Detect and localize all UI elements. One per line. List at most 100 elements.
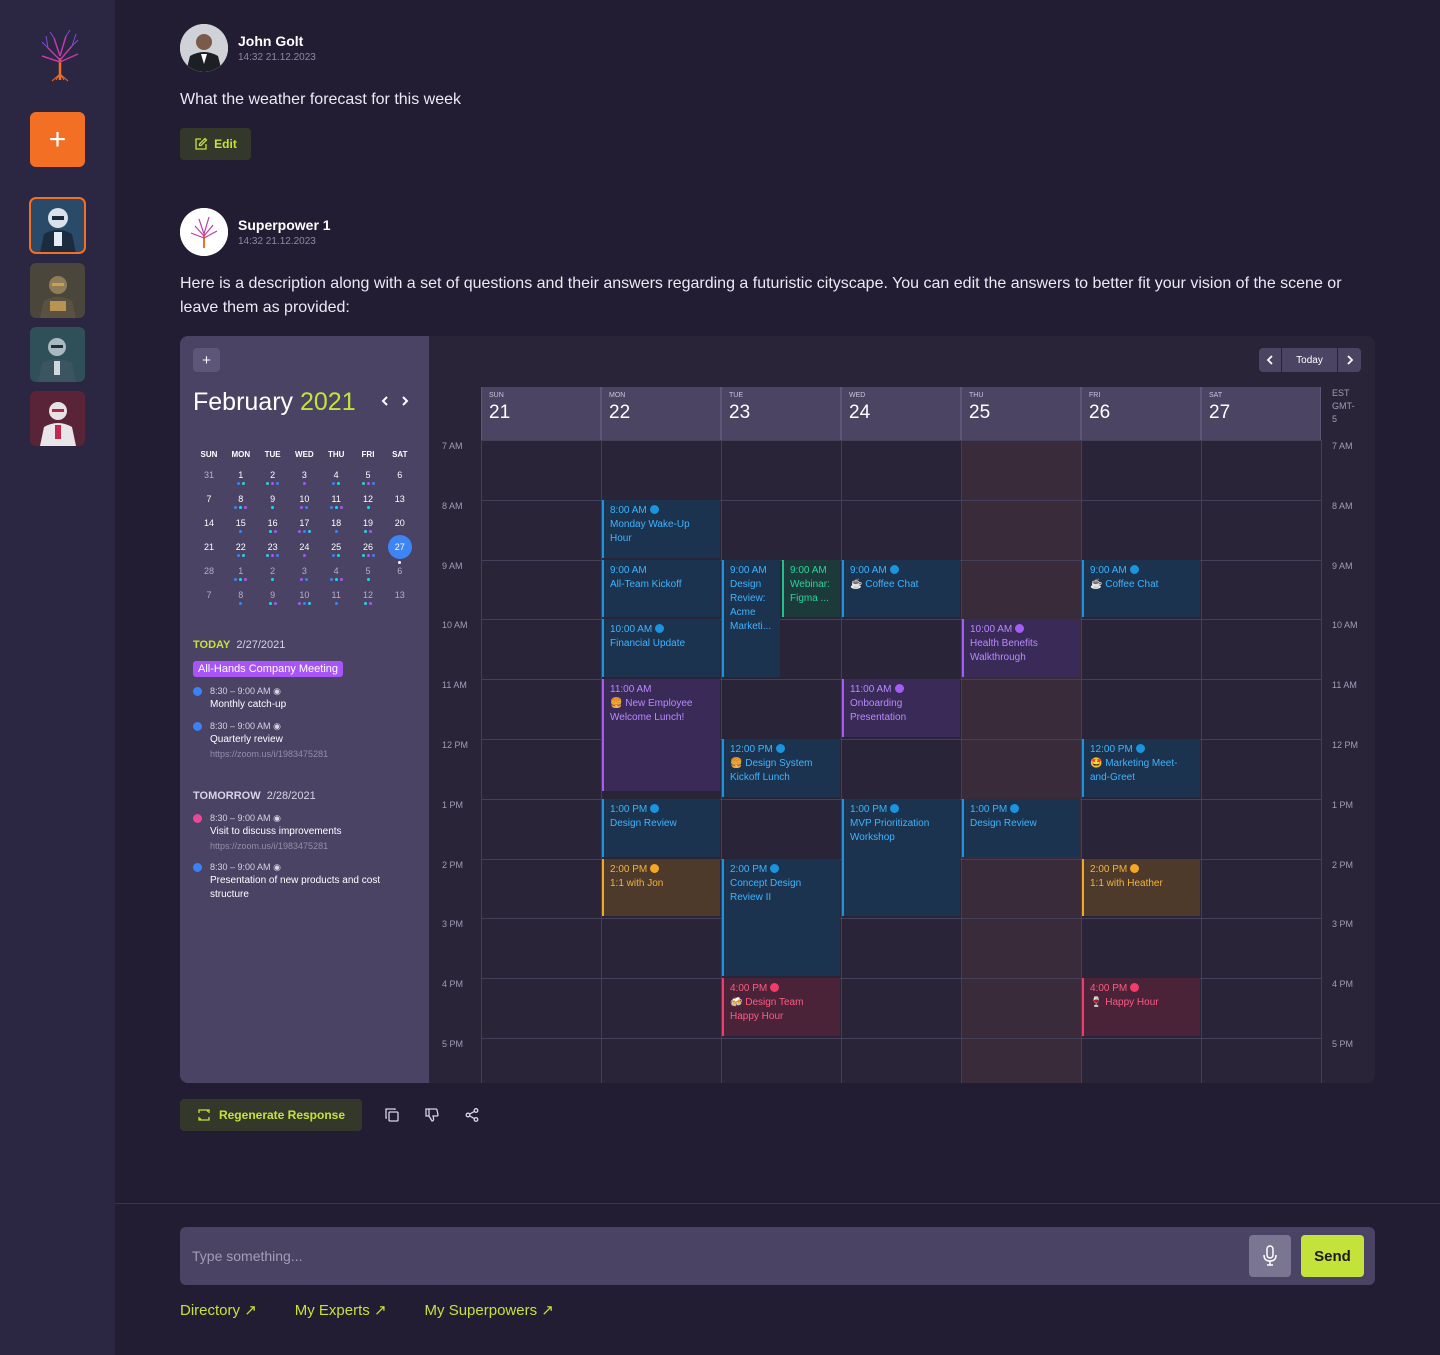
calendar-event[interactable]: 12:00 PM 🍔 Design System Kickoff Lunch [722, 739, 840, 797]
agenda-item[interactable]: 8:30 – 9:00 AM ◉ Quarterly review https:… [193, 719, 328, 761]
expert-avatar-2[interactable] [30, 263, 85, 318]
calendar-event[interactable]: 11:00 AM 🍔 New Employee Welcome Lunch! [602, 679, 720, 791]
prev-week-button[interactable] [1259, 348, 1281, 372]
prev-month-button[interactable] [380, 394, 390, 412]
calendar-event[interactable]: 4:00 PM 🍷 Happy Hour [1082, 978, 1200, 1036]
today-highlight-event[interactable]: All-Hands Company Meeting [193, 661, 344, 677]
mini-calendar-day[interactable]: 12 [352, 494, 384, 516]
send-button[interactable]: Send [1301, 1235, 1364, 1277]
new-chat-button[interactable]: + [30, 112, 85, 167]
mini-calendar-day[interactable]: 13 [384, 590, 416, 612]
mini-calendar-day[interactable]: 25 [320, 542, 352, 564]
mini-calendar-day[interactable]: 23 [257, 542, 289, 564]
mini-calendar-day[interactable]: 22 [225, 542, 257, 564]
mini-calendar-day[interactable]: 24 [288, 542, 320, 564]
expert-avatar-3[interactable] [30, 327, 85, 382]
mini-calendar-day[interactable]: 20 [384, 518, 416, 540]
my-experts-link[interactable]: My Experts ↗ [295, 1301, 387, 1319]
mini-calendar-day[interactable]: 16 [257, 518, 289, 540]
mini-calendar-day[interactable]: 2 [257, 566, 289, 588]
calendar-event[interactable]: 10:00 AM Health Benefits Walkthrough [962, 619, 1080, 678]
day-header[interactable]: MON 22 [601, 387, 721, 440]
today-button[interactable]: Today [1282, 348, 1337, 372]
mini-calendar-day[interactable]: 11 [320, 494, 352, 516]
mini-calendar-day[interactable]: 5 [352, 470, 384, 492]
message-input[interactable] [192, 1227, 1232, 1285]
day-header[interactable]: SUN 21 [481, 387, 601, 440]
mini-calendar-day[interactable]: 9 [257, 590, 289, 612]
day-header[interactable]: TUE 23 [721, 387, 841, 440]
mini-calendar-day[interactable]: 11 [320, 590, 352, 612]
mini-calendar-day[interactable]: 9 [257, 494, 289, 516]
mini-calendar-day[interactable]: 18 [320, 518, 352, 540]
calendar-event[interactable]: 4:00 PM 🍻 Design Team Happy Hour [722, 978, 840, 1036]
agenda-item[interactable]: 8:30 – 9:00 AM ◉ Monthly catch-up [193, 684, 286, 712]
calendar-event[interactable]: 11:00 AM Onboarding Presentation [842, 679, 960, 737]
calendar-event[interactable]: 2:00 PM 1:1 with Jon [602, 858, 720, 917]
mini-calendar-day[interactable]: 5 [352, 566, 384, 588]
mini-calendar-day[interactable]: 15 [225, 518, 257, 540]
agenda-item[interactable]: 8:30 – 9:00 AM ◉ Visit to discuss improv… [193, 811, 342, 853]
mini-calendar-day[interactable]: 8 [225, 494, 257, 516]
mini-calendar-day[interactable]: 6 [384, 566, 416, 588]
mini-calendar-day[interactable]: 19 [352, 518, 384, 540]
mini-calendar-day[interactable]: 3 [288, 470, 320, 492]
mini-calendar-day[interactable]: 10 [288, 590, 320, 612]
mini-calendar-day[interactable]: 14 [193, 518, 225, 540]
logo-tree-icon[interactable] [32, 26, 88, 82]
calendar-event[interactable]: 9:00 AM Design Review: Acme Marketi... [722, 559, 780, 678]
add-event-button[interactable]: + [193, 348, 220, 372]
calendar-event[interactable]: 2:00 PM Concept Design Review II [722, 858, 840, 977]
calendar-event[interactable]: 10:00 AM Financial Update [602, 619, 720, 678]
directory-link[interactable]: Directory ↗ [180, 1301, 257, 1319]
calendar-event[interactable]: 1:00 PM Design Review [602, 798, 720, 857]
calendar-event[interactable]: 1:00 PM MVP Prioritization Workshop [842, 798, 960, 917]
mini-calendar-day[interactable]: 28 [193, 566, 225, 588]
calendar-event[interactable]: 2:00 PM 1:1 with Heather [1082, 858, 1200, 917]
share-button[interactable] [462, 1105, 482, 1125]
mini-calendar-day[interactable]: 1 [225, 566, 257, 588]
agenda-item[interactable]: 8:30 – 9:00 AM ◉ Presentation of new pro… [193, 860, 380, 902]
mini-calendar-day[interactable]: 6 [384, 470, 416, 492]
day-header[interactable]: WED 24 [841, 387, 961, 440]
microphone-button[interactable] [1249, 1235, 1291, 1277]
mini-calendar-day[interactable]: 2 [257, 470, 289, 492]
regenerate-button[interactable]: Regenerate Response [180, 1099, 362, 1131]
calendar-event[interactable]: 9:00 AM Webinar: Figma ... [782, 559, 840, 618]
mini-calendar-day[interactable]: 17 [288, 518, 320, 540]
mini-calendar-day[interactable]: 4 [320, 470, 352, 492]
mini-calendar-day[interactable]: 10 [288, 494, 320, 516]
copy-button[interactable] [382, 1105, 402, 1125]
calendar-event[interactable]: 9:00 AM ☕ Coffee Chat [1082, 559, 1200, 618]
mini-calendar-day[interactable]: 7 [193, 590, 225, 612]
expert-avatar-1[interactable] [29, 197, 86, 254]
next-month-button[interactable] [400, 394, 410, 412]
calendar-event[interactable]: 12:00 PM 🤩 Marketing Meet-and-Greet [1082, 739, 1200, 797]
hour-label: 1 PM [442, 799, 464, 810]
expert-avatar-4[interactable] [30, 391, 85, 446]
agenda-url[interactable]: https://zoom.us/i/1983475281 [210, 749, 329, 759]
day-header[interactable]: THU 25 [961, 387, 1081, 440]
my-superpowers-link[interactable]: My Superpowers ↗ [425, 1301, 554, 1319]
mini-calendar-day[interactable]: 7 [193, 494, 225, 516]
mini-calendar-day[interactable]: 31 [193, 470, 225, 492]
next-week-button[interactable] [1338, 348, 1361, 372]
mini-calendar-day[interactable]: 1 [225, 470, 257, 492]
mini-calendar-day[interactable]: 4 [320, 566, 352, 588]
mini-calendar-day[interactable]: 26 [352, 542, 384, 564]
mini-calendar-day[interactable]: 13 [384, 494, 416, 516]
mini-calendar-day[interactable]: 12 [352, 590, 384, 612]
calendar-event[interactable]: 9:00 AM ☕ Coffee Chat [842, 559, 960, 618]
calendar-event[interactable]: 1:00 PM Design Review [962, 798, 1080, 857]
mini-calendar-day[interactable]: 8 [225, 590, 257, 612]
mini-calendar-day[interactable]: 3 [288, 566, 320, 588]
day-header[interactable]: FRI 26 [1081, 387, 1201, 440]
day-header[interactable]: SAT 27 [1201, 387, 1321, 440]
calendar-event[interactable]: 9:00 AM All-Team Kickoff [602, 559, 720, 618]
dislike-button[interactable] [422, 1105, 442, 1125]
mini-calendar-day-today[interactable]: 27 [384, 535, 416, 564]
agenda-url[interactable]: https://zoom.us/i/1983475281 [210, 841, 329, 851]
mini-calendar-day[interactable]: 21 [193, 542, 225, 564]
edit-button[interactable]: Edit [180, 128, 251, 160]
calendar-event[interactable]: 8:00 AM Monday Wake-Up Hour [602, 499, 720, 558]
